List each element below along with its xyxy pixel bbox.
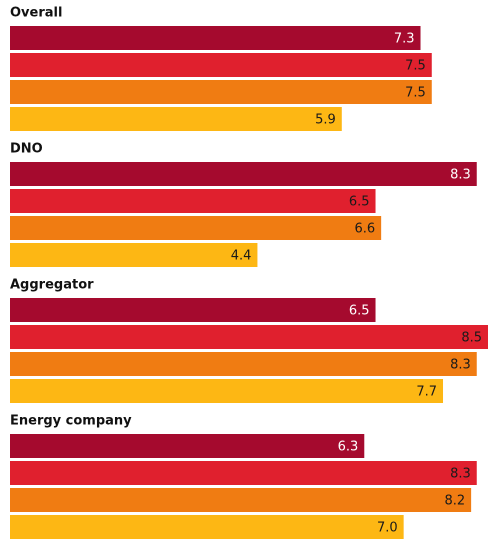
value-label: 6.5 bbox=[349, 304, 370, 319]
value-label: 6.6 bbox=[354, 222, 375, 237]
value-label: 7.3 bbox=[394, 32, 415, 47]
bar bbox=[10, 352, 477, 376]
value-label: 7.5 bbox=[405, 59, 426, 74]
bar bbox=[10, 189, 376, 213]
value-label: 4.4 bbox=[231, 249, 252, 264]
bar bbox=[10, 216, 382, 240]
bar bbox=[10, 162, 477, 186]
bar bbox=[10, 325, 488, 349]
bar bbox=[10, 107, 342, 131]
bar bbox=[10, 515, 404, 539]
value-label: 8.5 bbox=[461, 331, 482, 346]
value-label: 6.3 bbox=[338, 440, 359, 455]
bar bbox=[10, 243, 258, 267]
value-label: 8.3 bbox=[450, 358, 471, 373]
value-label: 7.7 bbox=[416, 385, 437, 400]
group-label: DNO bbox=[10, 142, 43, 157]
value-label: 5.9 bbox=[315, 113, 336, 128]
group-label: Aggregator bbox=[10, 278, 94, 293]
value-label: 8.3 bbox=[450, 467, 471, 482]
value-label: 8.2 bbox=[444, 494, 465, 509]
value-label: 8.3 bbox=[450, 168, 471, 183]
bar bbox=[10, 26, 421, 50]
bar bbox=[10, 488, 472, 512]
value-label: 6.5 bbox=[349, 195, 370, 210]
bar bbox=[10, 53, 432, 77]
bar bbox=[10, 461, 477, 485]
bar bbox=[10, 80, 432, 104]
group-label: Overall bbox=[10, 6, 62, 21]
bar bbox=[10, 434, 365, 458]
value-label: 7.0 bbox=[377, 521, 398, 536]
bar bbox=[10, 379, 444, 403]
group-label: Energy company bbox=[10, 414, 132, 429]
bar bbox=[10, 298, 376, 322]
value-label: 7.5 bbox=[405, 86, 426, 101]
